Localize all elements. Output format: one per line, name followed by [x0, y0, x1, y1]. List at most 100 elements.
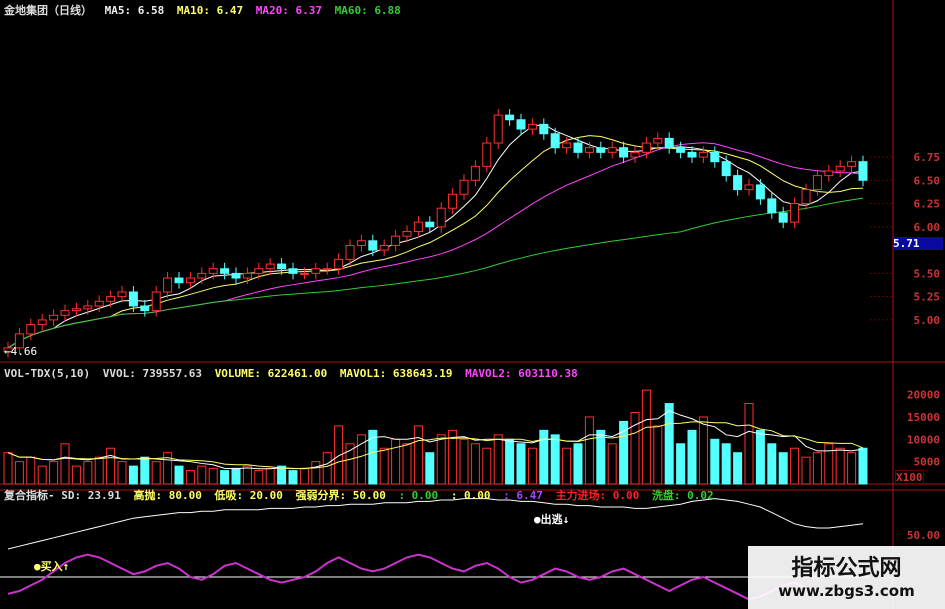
- volume-unit-label: X100: [895, 470, 924, 485]
- volume-bar: [448, 429, 458, 485]
- indicator-header: 复合指标- SD: 23.91 高抛: 80.00 低吸: 20.00 强弱分界…: [4, 487, 720, 503]
- volume-bar: [197, 465, 207, 485]
- price-tick-label: 5.00: [914, 314, 941, 327]
- candle-up: [812, 175, 822, 191]
- volume-bar: [299, 467, 309, 485]
- volume-tick-label: 5000: [914, 456, 941, 469]
- volume-bar: [231, 467, 241, 485]
- volume-bar: [596, 429, 606, 485]
- value-3: : 6.47: [503, 489, 543, 502]
- candle-down: [425, 221, 435, 228]
- mavol2-value: MAVOL2: 603110.38: [465, 367, 578, 380]
- vol-indicator-name: VOL-TDX(5,10): [4, 367, 91, 380]
- low-buy-value: 低吸: 20.00: [214, 489, 283, 502]
- volume-bar: [812, 452, 822, 485]
- volume-bar: [128, 465, 138, 485]
- candle-up: [94, 300, 104, 307]
- volume-bar: [710, 438, 720, 485]
- volume-bar: [49, 461, 59, 485]
- candle-up: [14, 333, 24, 349]
- main-force-value: 主力进场: 0.00: [555, 489, 640, 502]
- candle-up: [83, 305, 93, 310]
- candle-up: [801, 189, 811, 205]
- volume-bar: [584, 416, 594, 485]
- ma5-value: MA5: 6.58: [104, 4, 165, 17]
- ma5-line: [7, 123, 864, 349]
- volume-bar: [83, 461, 93, 485]
- ma10-value: MA10: 6.47: [176, 4, 244, 17]
- volume-bar: [311, 461, 321, 485]
- current-price-tag: 5.71: [893, 237, 943, 250]
- candle-up: [37, 319, 47, 326]
- high-sell-value: 高抛: 80.00: [133, 489, 202, 502]
- candle-down: [550, 133, 560, 149]
- value-1: : 0.00: [398, 489, 439, 502]
- candle-up: [208, 268, 218, 274]
- candle-up: [527, 123, 537, 130]
- ma60-line: [7, 197, 864, 349]
- volume-bar: [71, 465, 81, 485]
- mavol2-line: [7, 421, 864, 470]
- value-2: : 0.00: [450, 489, 491, 502]
- candle-down: [733, 175, 743, 191]
- candle-up: [436, 207, 446, 228]
- volume-bar: [482, 447, 492, 485]
- candle-up: [197, 272, 207, 279]
- candle-down: [710, 151, 720, 163]
- candle-up: [334, 258, 344, 270]
- candle-up: [448, 193, 458, 209]
- volume-bar: [368, 429, 378, 485]
- volume-bar: [322, 452, 332, 485]
- volume-bar: [573, 443, 583, 485]
- candle-down: [288, 268, 298, 274]
- candle-down: [687, 151, 697, 158]
- candle-up: [163, 277, 173, 293]
- candle-up: [299, 272, 309, 275]
- volume-bar: [94, 456, 104, 485]
- mid-line-value: 强弱分界: 50.00: [295, 489, 386, 502]
- volume-bar: [607, 443, 617, 485]
- mavol1-value: MAVOL1: 638643.19: [339, 367, 453, 380]
- volume-bar: [619, 420, 629, 485]
- candle-down: [128, 291, 138, 307]
- volume-bar: [824, 443, 834, 485]
- candle-down: [755, 184, 765, 200]
- candle-up: [607, 147, 617, 153]
- candle-up: [482, 142, 492, 167]
- low-price-label: ←4.66: [4, 345, 38, 358]
- volume-bar: [413, 425, 423, 485]
- volume-bar: [470, 443, 480, 485]
- candle-up: [790, 203, 800, 223]
- candle-down: [778, 212, 788, 223]
- watermark: 指标公式网 www.zbgs3.com: [748, 546, 945, 609]
- wash-value: 洗盘: 0.02: [651, 489, 714, 502]
- volume-bar: [37, 465, 47, 485]
- candle-up: [847, 161, 857, 167]
- price-tick-label: 5.25: [914, 291, 941, 304]
- volume-bar: [106, 447, 116, 485]
- volume-bar: [755, 429, 765, 485]
- candle-up: [106, 296, 116, 302]
- price-tick-label: 6.50: [914, 174, 941, 187]
- candle-down: [539, 123, 549, 135]
- volume-bar: [562, 447, 572, 485]
- candle-up: [322, 268, 332, 271]
- candle-up: [49, 314, 59, 321]
- candle-down: [721, 161, 731, 177]
- candle-down: [516, 119, 526, 130]
- candle-down: [767, 198, 777, 214]
- candle-up: [493, 114, 503, 144]
- volume-bar: [288, 470, 298, 485]
- candle-up: [391, 235, 401, 246]
- volume-bar: [801, 456, 811, 485]
- volume-bar: [733, 452, 743, 485]
- candle-up: [311, 268, 321, 274]
- candle-up: [630, 151, 640, 158]
- sd-value: 复合指标- SD: 23.91: [4, 489, 121, 502]
- candle-up: [698, 151, 708, 158]
- candle-up: [26, 324, 36, 335]
- candle-up: [413, 221, 423, 232]
- candle-up: [60, 310, 70, 316]
